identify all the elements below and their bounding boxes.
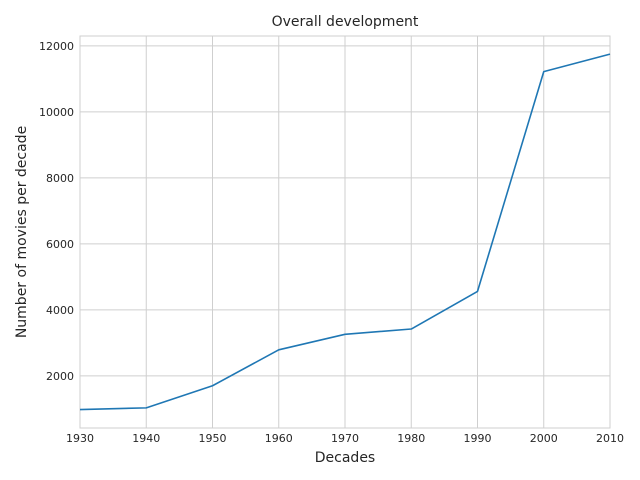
x-tick-label: 1930 [66,432,94,445]
x-tick-label: 1950 [199,432,227,445]
y-tick-label: 4000 [46,304,74,317]
x-tick-labels: 1930 1940 1950 1960 1970 1980 1990 2000 2010 [66,432,624,445]
y-tick-label: 2000 [46,370,74,383]
grid [79,36,611,428]
series-line [79,53,611,411]
x-tick-label: 2000 [530,432,558,445]
x-tick-label: 1990 [464,432,492,445]
x-tick-label: 2010 [596,432,624,445]
y-tick-labels: 2000 4000 6000 8000 10000 12000 [39,40,74,383]
plot-frame [79,35,611,429]
y-tick-label: 6000 [46,238,74,251]
x-tick-label: 1970 [331,432,359,445]
series-layer [79,53,611,411]
chart-title: Overall development [272,14,419,30]
y-tick-label: 10000 [39,106,74,119]
x-axis-label: Decades [315,450,375,466]
x-tick-label: 1980 [397,432,425,445]
y-tick-label: 8000 [46,172,74,185]
x-tick-label: 1960 [265,432,293,445]
y-axis-label: Number of movies per decade [14,126,30,338]
x-tick-label: 1940 [132,432,160,445]
y-tick-label: 12000 [39,40,74,53]
